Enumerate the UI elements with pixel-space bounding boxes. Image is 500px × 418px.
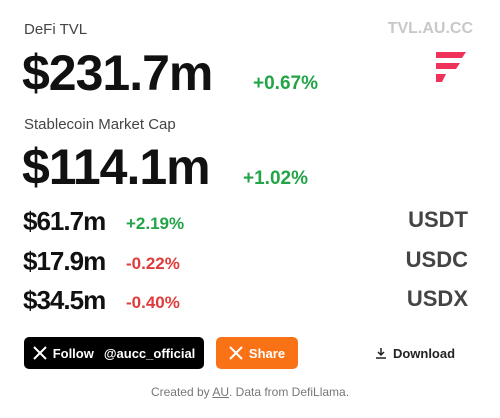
footer-author[interactable]: AU: [212, 385, 229, 399]
stable-label: Stablecoin Market Cap: [24, 116, 176, 133]
row-ticker: USDX: [406, 286, 468, 311]
share-button[interactable]: Share: [216, 337, 298, 369]
download-button[interactable]: Download: [366, 337, 464, 369]
footer-prefix: Created by: [150, 385, 210, 399]
footer-suffix: . Data from DefiLlama.: [229, 385, 350, 399]
site: TVL.AU.CC: [387, 20, 473, 37]
stable-change: +1.02%: [243, 168, 308, 189]
follow-button[interactable]: Follow @aucc_official: [24, 337, 204, 369]
tvl-change: +0.67%: [253, 73, 318, 94]
row-change: -0.22%: [126, 254, 180, 273]
footer: Created by AU. Data from DefiLlama.: [0, 385, 500, 399]
row-change: +2.19%: [126, 214, 185, 233]
tvl-value: $231.7m: [22, 45, 213, 101]
x-icon: [229, 346, 243, 360]
row-change: -0.40%: [126, 293, 180, 312]
row-ticker: USDT: [408, 207, 468, 232]
follow-text: Follow: [52, 345, 94, 361]
download-text: Download: [392, 345, 456, 361]
row-value: $34.5m: [23, 285, 106, 315]
share-text: Share: [248, 345, 286, 361]
download-icon: [375, 348, 386, 359]
title: DeFi TVL: [24, 21, 88, 38]
logo: [436, 52, 466, 82]
row-value: $17.9m: [23, 246, 106, 276]
stable-value: $114.1m: [22, 139, 211, 195]
handle-text: @aucc_official: [103, 345, 196, 361]
row-ticker: USDC: [405, 247, 468, 272]
x-icon: [32, 346, 47, 360]
row-value: $61.7m: [23, 206, 106, 236]
